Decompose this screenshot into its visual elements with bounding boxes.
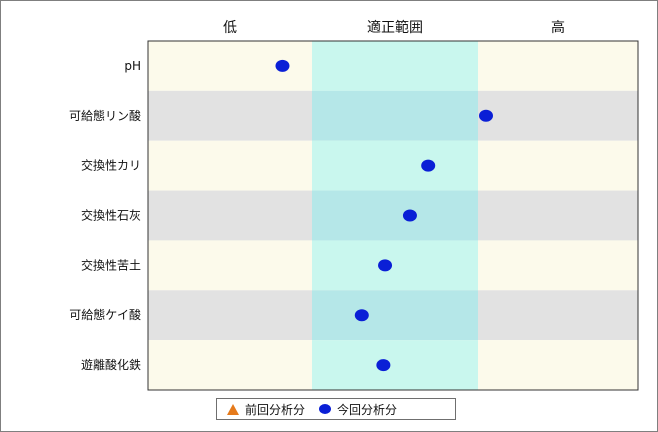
- data-points: [275, 59, 493, 372]
- category-label: pH: [124, 59, 141, 73]
- optimal-zone-band: [312, 90, 478, 141]
- category-label: 交換性カリ: [81, 158, 141, 173]
- zone-bands: [312, 41, 478, 390]
- current-analysis-point: [378, 259, 393, 272]
- optimal-zone-band: [312, 41, 478, 91]
- current-analysis-point: [275, 59, 290, 72]
- current-analysis-point: [421, 159, 436, 172]
- current-analysis-point: [479, 109, 493, 122]
- zone-label: 適正範囲: [367, 19, 423, 36]
- category-label: 交換性苦土: [81, 257, 141, 272]
- optimal-zone-band: [312, 340, 478, 390]
- plot-border: [147, 40, 639, 391]
- legend-label-current: 今回分析分: [337, 402, 398, 417]
- category-label: 交換性石灰: [81, 208, 141, 223]
- triangle-marker-icon: [227, 403, 239, 415]
- legend-entry-previous: 前回分析分: [227, 401, 305, 418]
- legend-entry-current: 今回分析分: [319, 401, 397, 418]
- optimal-zone-band: [312, 290, 478, 341]
- current-analysis-point: [402, 209, 417, 222]
- current-analysis-point: [354, 309, 369, 322]
- category-label: 可給態ケイ酸: [69, 307, 141, 322]
- circle-marker-icon: [319, 404, 332, 414]
- legend-label-previous: 前回分析分: [245, 402, 306, 417]
- category-label: 遊離酸化鉄: [81, 357, 141, 372]
- zone-labels: 低 適正範囲 高: [223, 19, 565, 36]
- current-analysis-point: [376, 359, 391, 372]
- optimal-zone-band: [312, 240, 478, 291]
- optimal-zone-band: [312, 190, 478, 241]
- optimal-zone-band: [312, 140, 478, 191]
- zone-label: 高: [551, 19, 565, 36]
- chart-legend: 前回分析分 今回分析分: [216, 398, 456, 420]
- zone-label: 低: [223, 20, 237, 36]
- category-label: 可給態リン酸: [69, 108, 141, 123]
